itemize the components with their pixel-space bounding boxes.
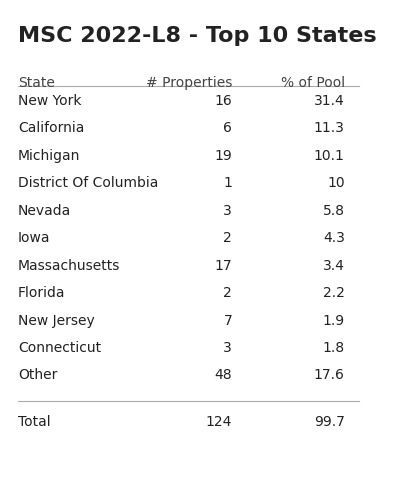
Text: 1: 1	[223, 176, 232, 190]
Text: 7: 7	[223, 314, 232, 328]
Text: 3.4: 3.4	[323, 259, 345, 273]
Text: Nevada: Nevada	[18, 204, 71, 218]
Text: # Properties: # Properties	[146, 75, 232, 90]
Text: 19: 19	[214, 149, 232, 163]
Text: Massachusetts: Massachusetts	[18, 259, 120, 273]
Text: New Jersey: New Jersey	[18, 314, 94, 328]
Text: 2: 2	[223, 286, 232, 300]
Text: Michigan: Michigan	[18, 149, 80, 163]
Text: 10.1: 10.1	[314, 149, 345, 163]
Text: 17: 17	[215, 259, 232, 273]
Text: Connecticut: Connecticut	[18, 341, 101, 355]
Text: 2.2: 2.2	[323, 286, 345, 300]
Text: 1.8: 1.8	[323, 341, 345, 355]
Text: 99.7: 99.7	[314, 415, 345, 429]
Text: State: State	[18, 75, 55, 90]
Text: 1.9: 1.9	[323, 314, 345, 328]
Text: 4.3: 4.3	[323, 231, 345, 245]
Text: 124: 124	[206, 415, 232, 429]
Text: 2: 2	[223, 231, 232, 245]
Text: 10: 10	[327, 176, 345, 190]
Text: 31.4: 31.4	[314, 94, 345, 108]
Text: Florida: Florida	[18, 286, 66, 300]
Text: 3: 3	[223, 204, 232, 218]
Text: MSC 2022-L8 - Top 10 States: MSC 2022-L8 - Top 10 States	[18, 26, 376, 46]
Text: 11.3: 11.3	[314, 121, 345, 135]
Text: % of Pool: % of Pool	[281, 75, 345, 90]
Text: Iowa: Iowa	[18, 231, 50, 245]
Text: Other: Other	[18, 368, 57, 382]
Text: 48: 48	[215, 368, 232, 382]
Text: New York: New York	[18, 94, 81, 108]
Text: 6: 6	[223, 121, 232, 135]
Text: Total: Total	[18, 415, 50, 429]
Text: 17.6: 17.6	[314, 368, 345, 382]
Text: 3: 3	[223, 341, 232, 355]
Text: 16: 16	[214, 94, 232, 108]
Text: California: California	[18, 121, 84, 135]
Text: 5.8: 5.8	[323, 204, 345, 218]
Text: District Of Columbia: District Of Columbia	[18, 176, 158, 190]
